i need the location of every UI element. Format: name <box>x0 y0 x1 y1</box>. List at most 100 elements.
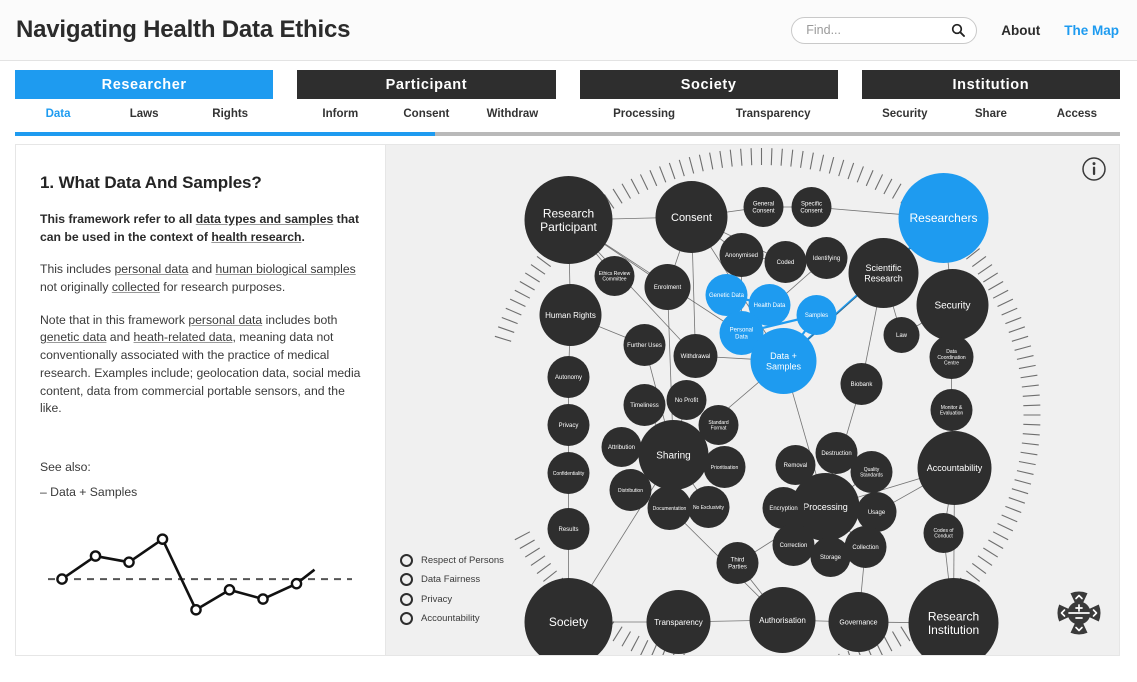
search-box[interactable] <box>791 16 978 44</box>
see-also-item[interactable]: – Data + Samples <box>40 484 138 499</box>
node-circle[interactable] <box>828 592 889 652</box>
graph-node-collection[interactable]: Collection <box>844 526 887 568</box>
sub-tab-data[interactable]: Data <box>45 108 71 120</box>
info-icon[interactable] <box>1081 156 1107 182</box>
node-circle[interactable] <box>908 578 999 656</box>
nav-link-about[interactable]: About <box>1001 22 1041 38</box>
node-circle[interactable] <box>594 256 635 296</box>
legend-item[interactable]: Respect of Persons <box>400 553 504 567</box>
article-term-link[interactable]: genetic data <box>40 330 107 345</box>
legend-item[interactable]: Accountability <box>400 612 504 625</box>
node-circle[interactable] <box>917 431 992 505</box>
graph-node-withdrawal[interactable]: Withdrawal <box>673 334 718 378</box>
graph-node-anonymised[interactable]: Anonymised <box>719 233 764 277</box>
legend-item[interactable]: Data Fairness <box>400 573 504 586</box>
graph-node-autonomy[interactable]: Autonomy <box>547 356 590 398</box>
article-term-link[interactable]: personal data <box>114 262 189 277</box>
graph-node-researchers[interactable]: Researchers <box>898 173 989 263</box>
node-circle[interactable] <box>750 328 817 394</box>
graph-node-removal[interactable]: Removal <box>775 445 816 485</box>
graph-node-sharing[interactable]: Sharing <box>638 420 709 490</box>
graph-node-accountability[interactable]: Accountability <box>917 431 992 505</box>
node-circle[interactable] <box>719 233 764 277</box>
node-circle[interactable] <box>850 451 893 493</box>
graph-node-no-profit[interactable]: No Profit <box>666 380 707 420</box>
compass-control[interactable] <box>1051 585 1107 641</box>
graph-node-genetic-data[interactable]: Genetic Data <box>705 274 748 316</box>
node-circle[interactable] <box>687 486 730 528</box>
graph-node-transparency[interactable]: Transparency <box>646 590 711 654</box>
node-circle[interactable] <box>916 269 989 341</box>
graph-node-authorisation[interactable]: Authorisation <box>749 587 816 653</box>
graph-node-correction[interactable]: Correction <box>772 524 815 566</box>
article-term-link[interactable]: health research <box>211 229 302 244</box>
tab-society[interactable]: Society <box>579 70 838 99</box>
graph-node-data-samples[interactable]: Data +Samples <box>750 328 817 394</box>
graph-node-human-rights[interactable]: Human Rights <box>539 284 602 346</box>
graph-node-identifying[interactable]: Identifying <box>805 237 848 279</box>
node-circle[interactable] <box>698 405 739 445</box>
node-circle[interactable] <box>524 176 613 264</box>
node-circle[interactable] <box>647 486 692 530</box>
graph-node-usage[interactable]: Usage <box>856 492 897 532</box>
node-circle[interactable] <box>703 446 746 488</box>
sub-tab-access[interactable]: Access <box>1056 108 1098 120</box>
node-circle[interactable] <box>719 311 764 355</box>
node-circle[interactable] <box>638 420 709 490</box>
node-circle[interactable] <box>623 324 666 366</box>
search-input[interactable] <box>806 23 952 37</box>
network-graph[interactable]: ResearchParticipantConsentGeneralConsent… <box>386 145 1120 656</box>
node-circle[interactable] <box>844 526 887 568</box>
node-circle[interactable] <box>929 335 974 379</box>
graph-node-storage[interactable]: Storage <box>810 537 851 577</box>
graph-node-governance[interactable]: Governance <box>828 592 889 652</box>
sub-tab-processing[interactable]: Processing <box>613 108 676 120</box>
network-map-panel[interactable]: Research Participant Consent General Consent… <box>385 144 1120 656</box>
node-circle[interactable] <box>601 427 642 467</box>
tab-researcher[interactable]: Researcher <box>15 70 274 99</box>
node-circle[interactable] <box>609 469 652 511</box>
sub-tab-security[interactable]: Security <box>882 108 928 120</box>
node-circle[interactable] <box>810 537 851 577</box>
node-circle[interactable] <box>772 524 815 566</box>
node-circle[interactable] <box>524 578 613 656</box>
graph-node-biobank[interactable]: Biobank <box>840 363 883 405</box>
graph-node-law[interactable]: Law <box>883 317 920 353</box>
graph-node-encryption[interactable]: Encryption <box>762 487 805 529</box>
node-circle[interactable] <box>655 181 728 253</box>
node-circle[interactable] <box>796 295 837 335</box>
article-term-link[interactable]: heath-related data <box>133 330 233 345</box>
node-circle[interactable] <box>743 187 784 227</box>
graph-node-enrolment[interactable]: Enrolment <box>644 264 691 310</box>
node-circle[interactable] <box>775 445 816 485</box>
graph-node-timeliness[interactable]: Timeliness <box>623 384 666 426</box>
node-circle[interactable] <box>705 274 748 316</box>
graph-node-security[interactable]: Security <box>916 269 989 341</box>
node-circle[interactable] <box>547 404 590 446</box>
node-circle[interactable] <box>930 389 973 431</box>
node-circle[interactable] <box>805 237 848 279</box>
graph-node-destruction[interactable]: Destruction <box>815 432 858 474</box>
node-circle[interactable] <box>623 384 666 426</box>
node-circle[interactable] <box>666 380 707 420</box>
node-circle[interactable] <box>547 356 590 398</box>
node-circle[interactable] <box>815 432 858 474</box>
graph-node-society[interactable]: Society <box>524 578 613 656</box>
node-circle[interactable] <box>848 238 919 308</box>
node-circle[interactable] <box>547 452 590 494</box>
search-icon[interactable] <box>951 23 966 37</box>
node-circle[interactable] <box>547 508 590 550</box>
node-circle[interactable] <box>856 492 897 532</box>
node-circle[interactable] <box>646 590 711 654</box>
graph-node-confidentiality[interactable]: Confidentiality <box>547 452 590 494</box>
tab-institution[interactable]: Institution <box>861 70 1120 99</box>
